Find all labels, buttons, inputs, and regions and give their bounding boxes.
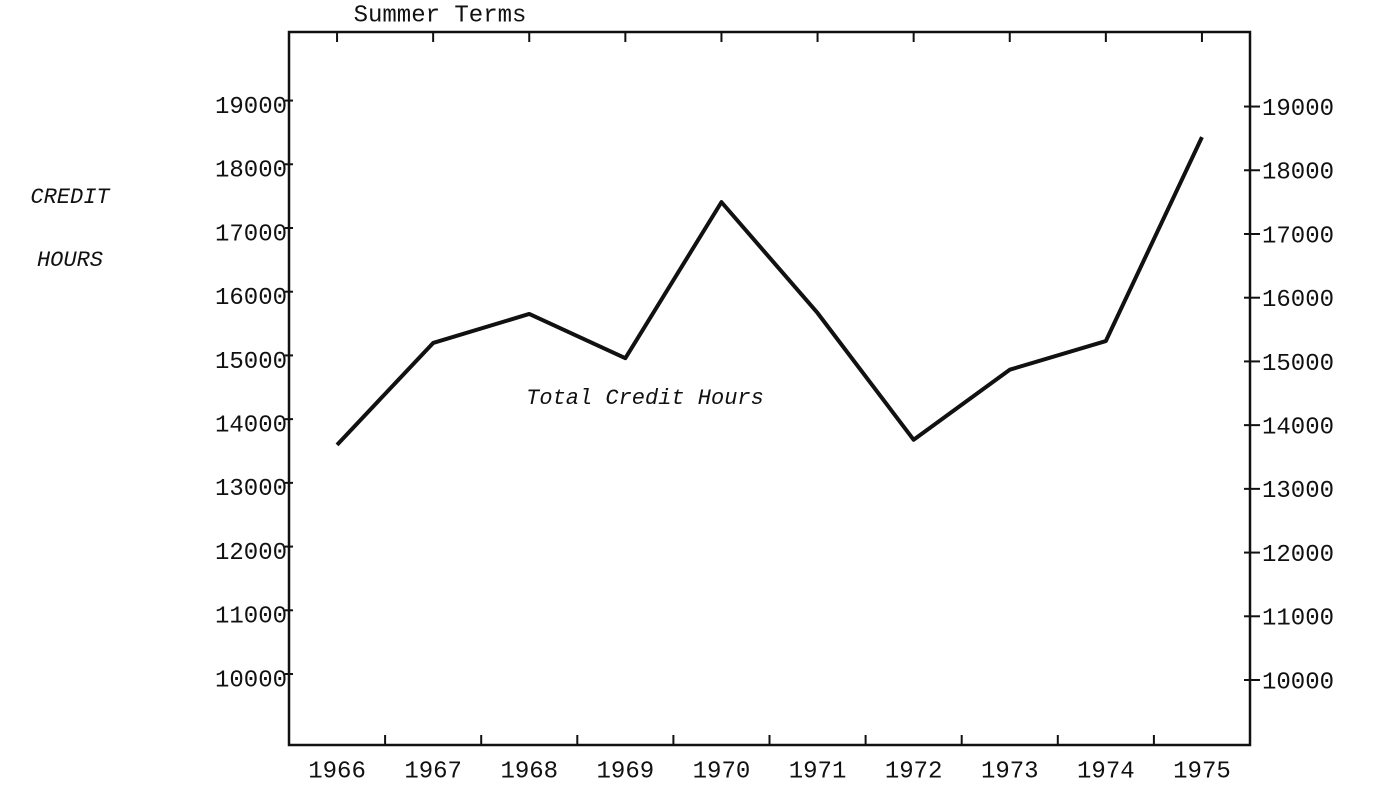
x-tick-label: 1971 bbox=[789, 758, 847, 785]
y-tick-label: 12000 bbox=[215, 540, 287, 567]
x-tick-label: 1974 bbox=[1077, 758, 1135, 785]
y-tick-label: 14000 bbox=[215, 412, 287, 439]
y-tick-label: 16000 bbox=[215, 285, 287, 312]
y-tick-label: 15000 bbox=[215, 349, 287, 376]
y-axis-label: HOURS bbox=[37, 248, 103, 273]
y2-tick-label: 19000 bbox=[1262, 96, 1334, 123]
y-tick-label: 13000 bbox=[215, 476, 287, 503]
chart-title: Summer Terms bbox=[354, 2, 527, 29]
x-tick-label: 1972 bbox=[885, 758, 943, 785]
y-tick-label: 19000 bbox=[215, 94, 287, 121]
x-tick-label: 1969 bbox=[597, 758, 655, 785]
annotation: Total Credit Hours bbox=[526, 386, 764, 411]
y2-tick-label: 11000 bbox=[1262, 606, 1334, 633]
y2-tick-label: 13000 bbox=[1262, 478, 1334, 505]
y-tick-label: 10000 bbox=[215, 667, 287, 694]
y2-tick-label: 12000 bbox=[1262, 542, 1334, 569]
x-tick-label: 1968 bbox=[500, 758, 558, 785]
x-tick-label: 1967 bbox=[404, 758, 462, 785]
x-tick-label: 1975 bbox=[1173, 758, 1231, 785]
y2-tick-label: 14000 bbox=[1262, 414, 1334, 441]
data-line bbox=[335, 136, 1204, 447]
y2-tick-label: 16000 bbox=[1262, 287, 1334, 314]
y2-tick-label: 17000 bbox=[1262, 223, 1334, 250]
y2-tick-label: 10000 bbox=[1262, 669, 1334, 696]
y-tick-label: 11000 bbox=[215, 604, 287, 631]
y-axis-label: CREDIT bbox=[30, 185, 111, 210]
x-tick-label: 1970 bbox=[693, 758, 751, 785]
y-tick-label: 18000 bbox=[215, 158, 287, 185]
y2-tick-label: 18000 bbox=[1262, 160, 1334, 187]
y2-tick-label: 15000 bbox=[1262, 351, 1334, 378]
y-tick-label: 17000 bbox=[215, 221, 287, 248]
x-tick-label: 1973 bbox=[981, 758, 1039, 785]
plot-frame bbox=[287, 30, 1252, 747]
x-tick-label: 1966 bbox=[308, 758, 366, 785]
